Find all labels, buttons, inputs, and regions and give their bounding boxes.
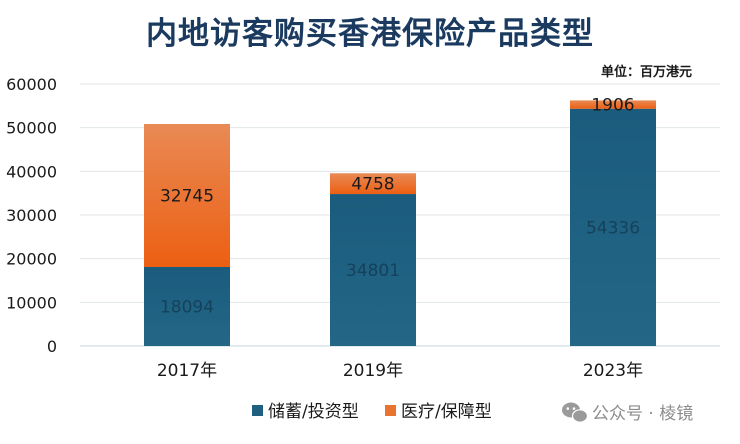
y-tick-label: 50000 <box>6 119 57 138</box>
legend-swatch <box>252 405 263 416</box>
wechat-icon <box>562 402 589 423</box>
bar-segment <box>570 100 656 109</box>
bar-segment <box>144 124 230 267</box>
y-axis: 0 10000 20000 30000 40000 50000 60000 <box>6 75 57 356</box>
legend: 储蓄/投资型 医疗/保障型 <box>252 402 492 422</box>
y-tick-label: 10000 <box>6 293 57 312</box>
y-tick-label: 60000 <box>6 75 57 94</box>
watermark: 公众号 · 棱镜 <box>562 402 693 424</box>
x-tick-label: 2019年 <box>343 361 403 381</box>
y-tick-label: 20000 <box>6 250 57 269</box>
bar-value-label: 4758 <box>351 175 394 195</box>
legend-swatch <box>385 405 396 416</box>
chart-title: 内地访客购买香港保险产品类型 <box>146 16 594 52</box>
bar-segment <box>330 173 416 195</box>
y-tick-label: 0 <box>47 337 57 356</box>
bar-value-label: 32745 <box>160 186 214 206</box>
bar-segment <box>144 266 230 346</box>
watermark-text: 公众号 · 棱镜 <box>592 404 693 424</box>
legend-label: 储蓄/投资型 <box>268 402 359 422</box>
y-tick-label: 30000 <box>6 206 57 225</box>
x-tick-label: 2017年 <box>157 361 217 381</box>
bar-value-label: 1906 <box>591 96 634 116</box>
bar-segment <box>330 194 416 346</box>
unit-label: 单位：百万港元 <box>601 64 692 80</box>
bars: 18094 32745 34801 4758 54336 1906 <box>144 96 656 346</box>
bar-segment <box>570 108 656 346</box>
bar-value-label: 18094 <box>160 297 214 317</box>
legend-label: 医疗/保障型 <box>401 402 492 422</box>
bar-value-label: 54336 <box>586 218 640 238</box>
y-tick-label: 40000 <box>6 162 57 181</box>
bar-value-label: 34801 <box>346 261 400 281</box>
x-axis: 2017年 2019年 2023年 <box>157 361 643 381</box>
x-tick-label: 2023年 <box>583 361 643 381</box>
